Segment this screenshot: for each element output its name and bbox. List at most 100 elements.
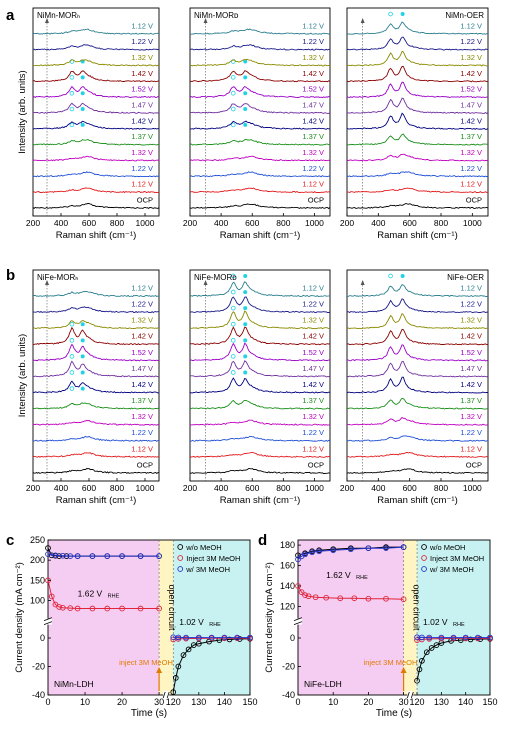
voltage-label: 1.42 V bbox=[302, 332, 324, 341]
raman-trace bbox=[189, 155, 331, 162]
legend-label: Inject 3M MeOH bbox=[186, 554, 240, 563]
inject-label: inject 3M MeOH bbox=[364, 658, 418, 667]
raman-trace bbox=[189, 326, 331, 346]
raman-trace bbox=[32, 44, 160, 51]
x-tick-label: 600 bbox=[82, 218, 96, 228]
voltage-label: 1.42 V bbox=[460, 380, 482, 389]
voltage-label: 1.37 V bbox=[302, 132, 324, 141]
peak-marker-filled bbox=[243, 59, 248, 64]
raman-trace bbox=[189, 451, 331, 458]
raman-trace bbox=[346, 171, 489, 178]
raman-trace bbox=[189, 171, 331, 178]
x-axis-label: Raman shift (cm⁻¹) bbox=[220, 230, 301, 241]
x-tick-label: 0 bbox=[45, 697, 50, 707]
potential-subscript: RHE bbox=[209, 622, 221, 628]
legend-label: Inject 3M MeOH bbox=[430, 554, 484, 563]
raman-trace bbox=[346, 435, 489, 442]
x-axis-label: Time (s) bbox=[131, 708, 167, 719]
x-axis-label: Raman shift (cm⁻¹) bbox=[220, 495, 301, 506]
raman-trace bbox=[346, 36, 489, 51]
raman-trace bbox=[189, 342, 331, 362]
raman-trace bbox=[190, 360, 331, 378]
voltage-label: 1.22 V bbox=[131, 164, 153, 173]
peak-marker-open bbox=[230, 354, 236, 359]
data-point bbox=[295, 552, 301, 559]
x-tick-label: 10 bbox=[80, 697, 90, 707]
voltage-label: 1.42 V bbox=[302, 69, 324, 78]
y-tick-label: 160 bbox=[280, 561, 295, 571]
x-tick-label: 130 bbox=[434, 697, 449, 707]
raman-plot-4: OCP 1.12 V 1.22 V 1.32 V 1.37 V 1.42 V 1.47 V 1… bbox=[26, 269, 160, 506]
voltage-label: OCP bbox=[308, 460, 324, 469]
x-tick-label: 800 bbox=[276, 483, 290, 493]
peak-marker-open bbox=[69, 75, 75, 80]
voltage-label: 1.12 V bbox=[302, 21, 324, 30]
raman-trace bbox=[346, 112, 489, 130]
series-line bbox=[297, 546, 404, 556]
raman-trace bbox=[189, 28, 331, 35]
voltage-label: 1.32 V bbox=[460, 148, 482, 157]
x-tick-label: 400 bbox=[214, 483, 228, 493]
peak-marker-filled bbox=[80, 338, 85, 343]
voltage-label: 1.42 V bbox=[131, 332, 153, 341]
voltage-label: OCP bbox=[466, 195, 482, 204]
voltage-label: 1.37 V bbox=[460, 396, 482, 405]
x-tick-label: 200 bbox=[26, 483, 40, 493]
y-tick-label: -40 bbox=[32, 690, 45, 700]
raman-trace bbox=[346, 397, 489, 410]
raman-trace bbox=[33, 306, 160, 314]
plot-frame bbox=[47, 539, 251, 696]
peak-marker-open bbox=[230, 59, 236, 64]
raman-trace bbox=[32, 419, 160, 426]
raman-trace bbox=[189, 296, 331, 313]
plot-frame bbox=[297, 539, 491, 696]
raman-trace bbox=[32, 380, 159, 394]
raman-trace bbox=[189, 187, 330, 194]
open-circuit-region-bg bbox=[159, 540, 174, 695]
x-tick-label: 140 bbox=[217, 697, 232, 707]
series-line bbox=[297, 585, 404, 600]
potential-label: 1.02 V bbox=[423, 617, 448, 627]
y-tick-label: 0 bbox=[290, 633, 295, 643]
raman-trace bbox=[32, 187, 160, 194]
peak-marker-filled bbox=[243, 107, 248, 112]
y-tick-label: 180 bbox=[280, 540, 295, 550]
x-tick-label: 200 bbox=[183, 218, 197, 228]
y-axis-break bbox=[44, 618, 52, 625]
x-tick-label: 600 bbox=[403, 218, 417, 228]
panel-label: d bbox=[258, 532, 267, 549]
y-tick-label: 140 bbox=[280, 581, 295, 591]
raman-trace bbox=[189, 138, 331, 146]
sample-label: NiFe-LDH bbox=[304, 679, 342, 689]
x-tick-label: 400 bbox=[54, 483, 68, 493]
voltage-label: 1.32 V bbox=[302, 53, 324, 62]
peak-marker-filled bbox=[80, 386, 85, 391]
x-tick-label: 1000 bbox=[305, 483, 324, 493]
peak-marker-open bbox=[230, 289, 236, 295]
x-axis-label: Time (s) bbox=[376, 708, 412, 719]
peak-marker-filled bbox=[400, 12, 405, 17]
plot-title: NiFe-OER bbox=[447, 273, 484, 282]
voltage-label: 1.42 V bbox=[131, 116, 153, 125]
y-tick-label: 0 bbox=[40, 633, 45, 643]
peak-marker-open bbox=[230, 75, 236, 80]
x-tick-label: 400 bbox=[371, 218, 385, 228]
raman-trace bbox=[189, 419, 331, 426]
voltage-label: 1.12 V bbox=[302, 444, 324, 453]
voltage-label: OCP bbox=[308, 195, 324, 204]
series-line bbox=[416, 638, 491, 681]
peak-marker-filled bbox=[243, 290, 248, 295]
raman-trace bbox=[189, 203, 331, 210]
voltage-label: 1.12 V bbox=[131, 21, 153, 30]
y-axis-break-mark bbox=[293, 617, 303, 621]
peak-marker-open bbox=[69, 321, 75, 327]
current-plot-c: 0 10 20 30 120 130 140 150 250 200 150 100 0 -20 -40 Ti… bbox=[14, 535, 258, 719]
plot-title: NiMn-MORᴅ bbox=[194, 11, 239, 20]
voltage-label: 1.42 V bbox=[302, 380, 324, 389]
x-axis-label: Raman shift (cm⁻¹) bbox=[56, 495, 137, 506]
potential-subscript: RHE bbox=[108, 593, 120, 599]
raman-trace bbox=[346, 416, 489, 426]
potential-subscript: RHE bbox=[356, 575, 368, 581]
data-point bbox=[433, 642, 440, 648]
